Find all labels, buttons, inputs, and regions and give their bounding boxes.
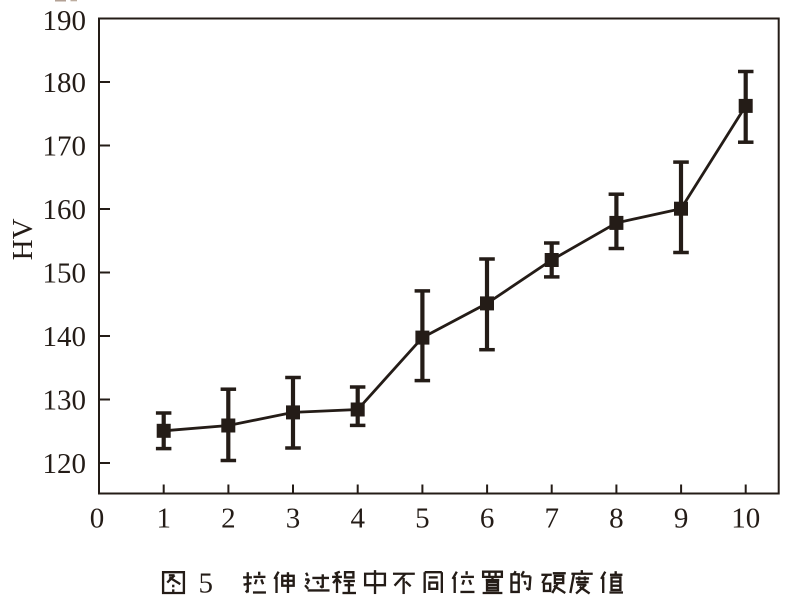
- svg-text:190: 190: [43, 5, 87, 37]
- svg-text:120: 120: [43, 448, 87, 480]
- svg-text:0: 0: [90, 503, 105, 535]
- svg-text:3: 3: [286, 503, 301, 535]
- svg-text:140: 140: [43, 321, 87, 353]
- svg-text:5: 5: [198, 568, 213, 600]
- svg-text:2: 2: [221, 503, 236, 535]
- svg-text:6: 6: [480, 503, 495, 535]
- svg-text:10: 10: [731, 503, 760, 535]
- svg-text:9: 9: [674, 503, 689, 535]
- svg-text:7: 7: [544, 503, 559, 535]
- svg-text:HV: HV: [7, 218, 39, 260]
- svg-text:8: 8: [609, 503, 624, 535]
- svg-text:4: 4: [350, 503, 365, 535]
- svg-text:160: 160: [43, 194, 87, 226]
- svg-text:170: 170: [43, 131, 87, 163]
- svg-text:150: 150: [43, 258, 87, 290]
- svg-text:5: 5: [415, 503, 430, 535]
- svg-text:1: 1: [156, 503, 171, 535]
- svg-text:130: 130: [43, 385, 87, 417]
- svg-text:180: 180: [43, 67, 87, 99]
